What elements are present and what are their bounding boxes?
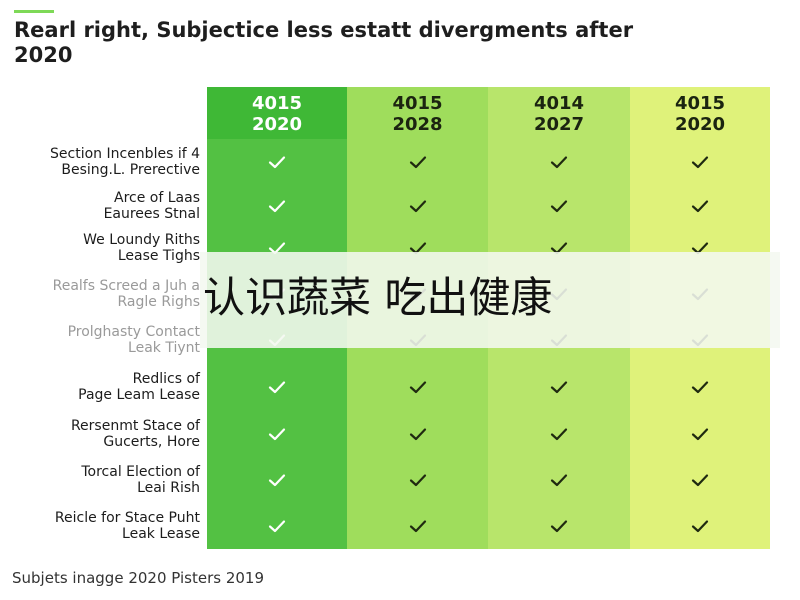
check-icon (691, 381, 709, 394)
check-icon (268, 428, 286, 441)
check-icon (691, 520, 709, 533)
check-icon (691, 428, 709, 441)
chart-title: Rearl right, Subjectice less estatt dive… (14, 18, 634, 67)
check-icon (268, 200, 286, 213)
row-label-line2: Ragle Righs (117, 294, 200, 310)
row-label-line1: Prolghasty Contact (67, 324, 200, 340)
column-header-line1: 4015 (674, 93, 726, 114)
column-header-line1: 4014 (533, 93, 585, 114)
check-icon (409, 520, 426, 533)
column-header: 4014 2027 (488, 87, 630, 139)
row-label: Redlics of Page Leam Lease (0, 371, 200, 403)
check-icon (691, 156, 709, 169)
check-icon (550, 474, 568, 487)
check-icon (268, 381, 286, 394)
row-label-line2: Eaurees Stnal (103, 206, 200, 222)
chart-footer: Subjets inagge 2020 Pisters 2019 (12, 569, 264, 587)
row-label: Section Incenbles if 4 Besing.L. Prerecti… (0, 146, 200, 178)
check-icon (268, 520, 286, 533)
row-label: Rersenmt Stace of Gucerts, Hore (0, 418, 200, 450)
row-label-line1: Torcal Election of (81, 464, 200, 480)
column-header: 4015 2028 (347, 87, 488, 139)
check-icon (550, 428, 568, 441)
column-header: 4015 2020 (630, 87, 770, 139)
column-header-line2: 2028 (392, 114, 443, 135)
row-label-line1: We Loundy Riths (83, 232, 200, 248)
check-icon (409, 474, 426, 487)
column-header-line2: 2027 (533, 114, 585, 135)
row-label-line1: Rersenmt Stace of (70, 418, 200, 434)
title-accent-line (14, 10, 54, 13)
check-icon (691, 474, 709, 487)
row-label: We Loundy Riths Lease Tighs (0, 232, 200, 264)
check-icon (409, 381, 426, 394)
row-label: Arce of Laas Eaurees Stnal (0, 190, 200, 222)
overlay-banner-text: 认识蔬菜 吃出健康 (203, 273, 553, 322)
column-header-line2: 2020 (251, 114, 303, 135)
check-icon (550, 200, 568, 213)
row-label-line1: Section Incenbles if 4 (50, 146, 200, 162)
row-label: Prolghasty Contact Leak Tiynt (0, 324, 200, 356)
row-label-line2: Page Leam Lease (78, 387, 200, 403)
row-label: Torcal Election of Leai Rish (0, 464, 200, 496)
row-label-line1: Arce of Laas (114, 190, 200, 206)
check-icon (550, 520, 568, 533)
column-header-line1: 4015 (251, 93, 303, 114)
check-icon (550, 381, 568, 394)
row-label-line2: Leai Rish (137, 480, 200, 496)
check-icon (409, 200, 426, 213)
check-icon (409, 428, 426, 441)
row-label: Realfs Screed a Juh a Ragle Righs (0, 278, 200, 310)
check-icon (691, 200, 709, 213)
row-label-line1: Reicle for Stace Puht (54, 510, 200, 526)
row-label-line2: Leak Lease (122, 526, 200, 542)
check-icon (268, 474, 286, 487)
row-label: Reicle for Stace Puht Leak Lease (0, 510, 200, 542)
column-header-line1: 4015 (392, 93, 443, 114)
row-label-line1: Redlics of (132, 371, 200, 387)
check-icon (268, 156, 286, 169)
row-label-line2: Besing.L. Prerective (61, 162, 200, 178)
check-icon (550, 156, 568, 169)
row-label-line2: Gucerts, Hore (103, 434, 200, 450)
column-header-line2: 2020 (674, 114, 726, 135)
column-header: 4015 2020 (207, 87, 347, 139)
overlay-banner (200, 252, 780, 348)
row-label-line2: Lease Tighs (117, 248, 200, 264)
row-label-line2: Leak Tiynt (128, 340, 200, 356)
check-icon (409, 156, 426, 169)
row-label-line1: Realfs Screed a Juh a (52, 278, 200, 294)
